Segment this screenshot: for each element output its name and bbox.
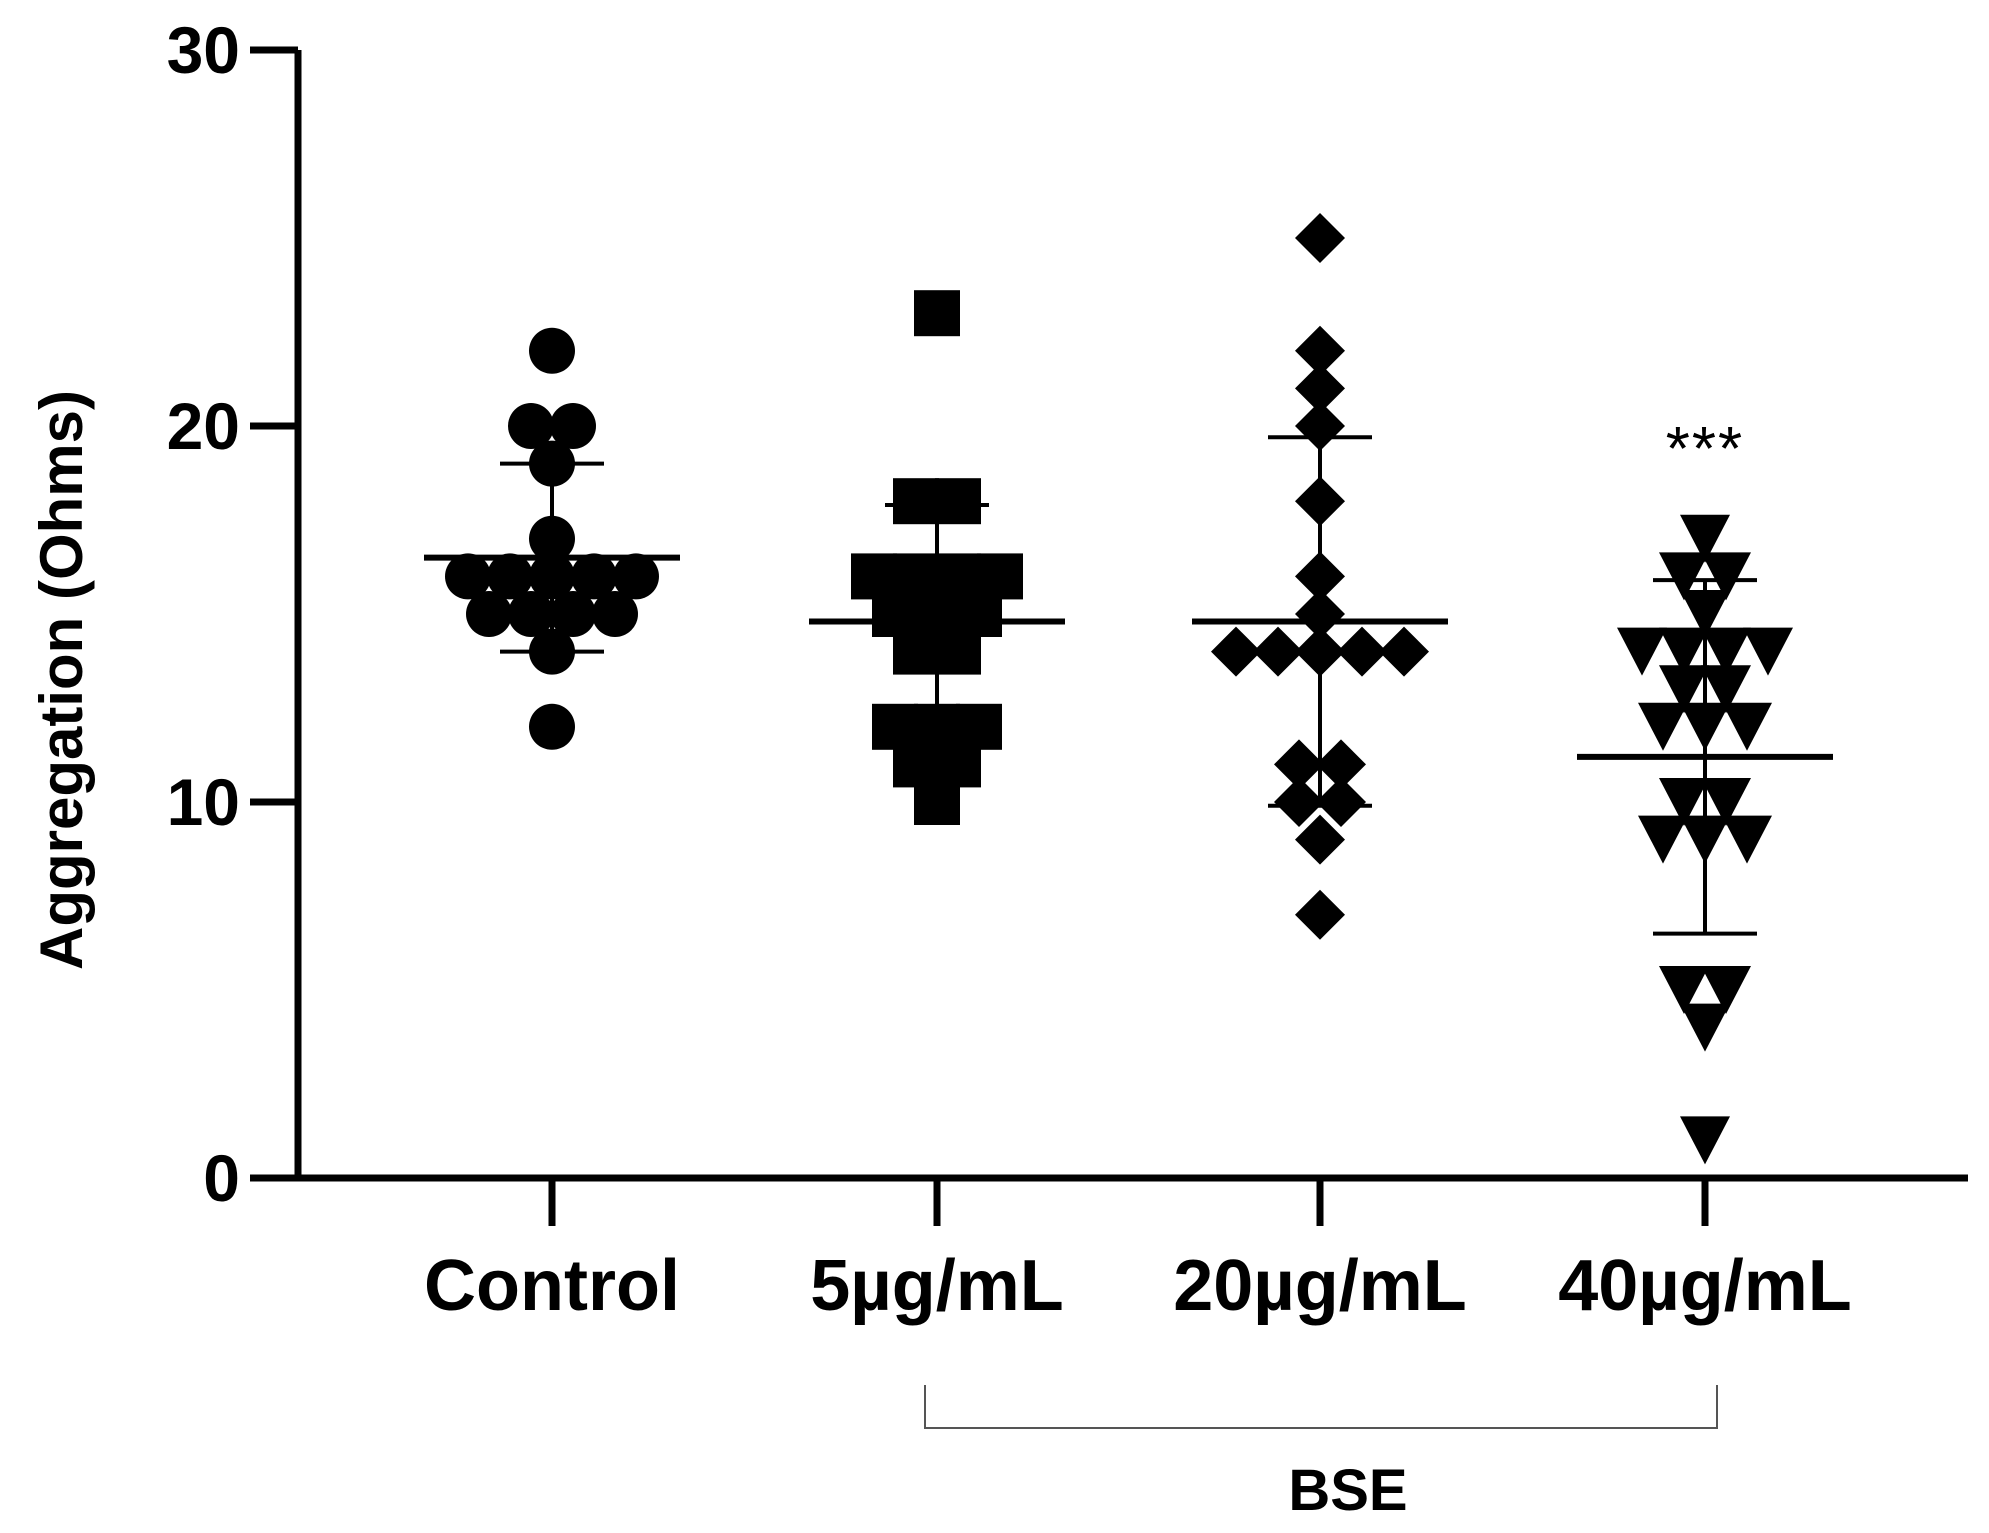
data-point [445, 553, 491, 600]
data-point [1274, 739, 1324, 790]
data-point [1722, 702, 1772, 751]
labels: Aggregation (Ohms) BSE 0 10 20 30 Control 5µg… [28, 13, 1852, 1523]
series-3 [1577, 514, 1833, 1165]
data-point [1295, 363, 1345, 414]
data-point [1295, 889, 1345, 940]
data-point [935, 553, 981, 600]
series-1 [809, 290, 1065, 825]
data-point [851, 553, 897, 600]
y-tick-label-0: 0 [203, 1141, 240, 1215]
data-marks [424, 213, 1833, 1165]
data-point [508, 403, 554, 449]
data-point [1680, 1116, 1730, 1165]
data-point [1701, 552, 1751, 601]
data-point [1617, 627, 1667, 676]
data-point [977, 553, 1023, 600]
y-tick-label-20: 20 [167, 389, 240, 463]
data-point [1316, 739, 1366, 790]
data-point [466, 591, 512, 637]
data-point [1701, 966, 1751, 1014]
data-point [1316, 777, 1366, 827]
y-tick-label-10: 10 [167, 765, 240, 839]
x-tick-label-1: 5µg/mL [810, 1246, 1064, 1326]
data-point [592, 591, 638, 637]
data-point [1680, 1003, 1730, 1052]
y-axis-title: Aggregation (Ohms) [28, 390, 95, 970]
data-point [872, 703, 918, 750]
data-point [1211, 626, 1261, 677]
data-point [1701, 665, 1751, 714]
x-tick-label-2: 20µg/mL [1173, 1246, 1467, 1326]
data-point [529, 703, 575, 750]
data-point [1659, 966, 1709, 1014]
data-point [571, 553, 617, 600]
data-point [1295, 814, 1345, 865]
data-point [1295, 213, 1345, 263]
data-point [1253, 626, 1303, 677]
data-point [956, 703, 1002, 750]
data-point [1337, 626, 1387, 677]
data-point [1701, 627, 1751, 676]
data-point [893, 553, 939, 600]
data-point [1379, 626, 1429, 677]
series-0 [424, 327, 680, 750]
data-point [935, 478, 981, 525]
data-point [550, 591, 596, 637]
bse-bracket [924, 1385, 1718, 1429]
data-point [529, 327, 575, 374]
data-point [1659, 627, 1709, 676]
axes [250, 46, 1968, 1429]
series-2 [1192, 213, 1448, 940]
data-point [893, 478, 939, 525]
data-point [1701, 778, 1751, 826]
data-point [1680, 514, 1730, 563]
significance-label: *** [1666, 415, 1744, 484]
data-point [1638, 702, 1688, 751]
data-point [1659, 778, 1709, 826]
data-point [1722, 815, 1772, 864]
data-point [487, 553, 533, 600]
data-point [550, 403, 596, 449]
data-point [1295, 325, 1345, 376]
data-point [914, 290, 960, 337]
data-point [508, 591, 554, 637]
data-point [1274, 777, 1324, 827]
data-point [613, 553, 659, 600]
bse-group-label: BSE [1288, 1458, 1407, 1523]
x-tick-label-3: 40µg/mL [1558, 1246, 1852, 1326]
y-tick-label-30: 30 [167, 13, 240, 87]
data-point [1743, 627, 1793, 676]
data-point [1659, 552, 1709, 601]
data-point [1659, 665, 1709, 714]
data-point [1638, 815, 1688, 864]
x-tick-label-0: Control [424, 1246, 680, 1326]
